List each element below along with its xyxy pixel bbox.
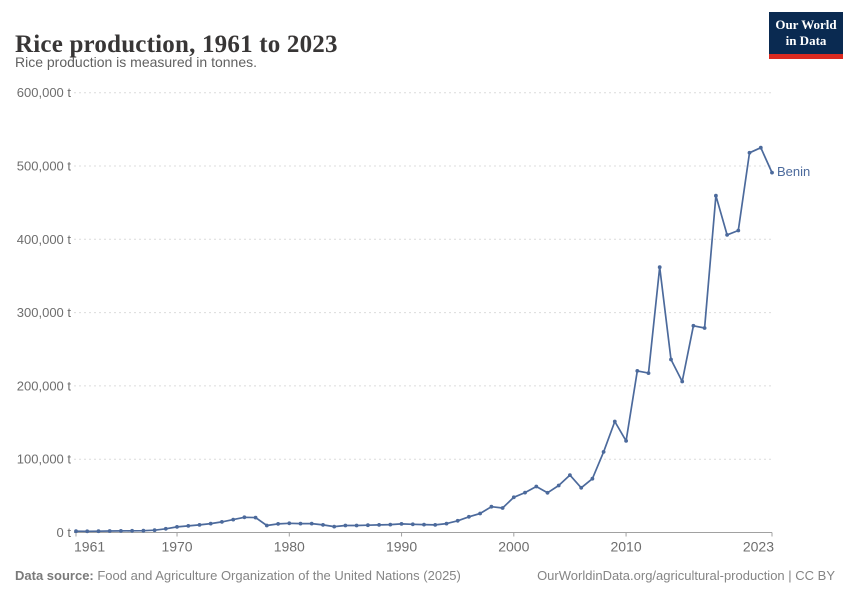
data-point[interactable] <box>612 419 617 424</box>
data-point[interactable] <box>489 504 494 509</box>
data-point[interactable] <box>433 523 438 527</box>
data-point[interactable] <box>366 523 370 528</box>
data-point[interactable] <box>96 529 101 534</box>
data-point[interactable] <box>141 528 146 533</box>
data-point[interactable] <box>85 529 90 534</box>
data-point[interactable] <box>579 485 584 490</box>
data-point[interactable] <box>388 522 393 527</box>
data-point[interactable] <box>601 450 606 454</box>
data-point[interactable] <box>714 193 718 198</box>
data-point[interactable] <box>321 523 325 527</box>
owid-logo-accent-bar <box>769 53 843 59</box>
data-point[interactable] <box>309 521 314 526</box>
data-point[interactable] <box>624 439 628 443</box>
data-point[interactable] <box>399 522 404 526</box>
y-axis-tick-label: 300,000 t <box>17 305 72 320</box>
x-axis-tick-label: 1990 <box>386 539 417 555</box>
data-point[interactable] <box>276 522 280 526</box>
chart-subtitle: Rice production is measured in tonnes. <box>15 54 258 70</box>
data-point[interactable] <box>208 521 213 526</box>
data-point[interactable] <box>354 523 359 528</box>
data-source-label: Data source: <box>15 568 94 583</box>
data-point[interactable] <box>152 528 157 533</box>
y-axis-tick-label: 100,000 t <box>17 452 72 467</box>
data-point[interactable] <box>444 521 449 526</box>
data-point[interactable] <box>657 265 662 270</box>
data-point[interactable] <box>197 523 202 527</box>
data-point[interactable] <box>74 529 78 534</box>
data-point[interactable] <box>343 523 348 528</box>
x-axis-tick-label: 1970 <box>161 539 192 555</box>
data-point[interactable] <box>545 490 550 495</box>
entity-label-benin[interactable]: Benin <box>777 164 811 179</box>
data-point[interactable] <box>163 526 168 531</box>
data-point[interactable] <box>422 522 426 527</box>
owid-logo-text: Our World in Data <box>769 12 843 54</box>
data-point[interactable] <box>253 515 258 520</box>
data-point[interactable] <box>534 484 539 489</box>
data-point[interactable] <box>500 506 505 510</box>
x-axis-tick-label: 2000 <box>498 539 529 555</box>
data-point[interactable] <box>175 525 179 529</box>
data-point[interactable] <box>332 524 337 529</box>
data-point[interactable] <box>556 483 561 488</box>
y-axis-tick-label: 0 t <box>57 525 72 540</box>
data-source-text: Data source: Food and Agriculture Organi… <box>15 568 461 583</box>
data-point[interactable] <box>511 495 516 500</box>
data-point[interactable] <box>770 170 774 175</box>
x-axis-tick-label: 1980 <box>274 539 305 555</box>
data-point[interactable] <box>646 371 651 375</box>
data-point[interactable] <box>377 523 381 527</box>
x-axis-tick-label: 2023 <box>743 539 774 555</box>
data-point[interactable] <box>467 514 471 519</box>
data-point[interactable] <box>264 523 269 528</box>
data-point[interactable] <box>736 228 741 233</box>
y-axis-tick-label: 500,000 t <box>17 159 72 174</box>
data-point[interactable] <box>702 326 707 330</box>
attribution-text[interactable]: OurWorldinData.org/agricultural-producti… <box>537 568 835 583</box>
data-point[interactable] <box>410 522 415 527</box>
data-point[interactable] <box>669 357 673 362</box>
chart-title: Rice production, 1961 to 2023 <box>15 30 338 58</box>
data-point[interactable] <box>725 233 729 237</box>
data-point[interactable] <box>186 524 191 528</box>
data-point[interactable] <box>107 529 112 533</box>
owid-logo: Our World in Data <box>769 12 843 59</box>
data-point[interactable] <box>231 517 236 522</box>
data-point[interactable] <box>568 473 572 477</box>
data-point[interactable] <box>691 323 696 328</box>
data-point[interactable] <box>590 476 595 481</box>
data-point[interactable] <box>747 150 752 155</box>
x-axis-tick-label: 1961 <box>74 539 105 555</box>
data-point[interactable] <box>242 515 247 520</box>
data-point[interactable] <box>635 369 640 373</box>
data-point[interactable] <box>478 511 482 516</box>
y-axis-tick-label: 600,000 t <box>17 85 72 100</box>
x-axis-tick-label: 2010 <box>610 539 641 555</box>
y-axis-tick-label: 200,000 t <box>17 378 72 393</box>
data-point[interactable] <box>523 490 527 495</box>
data-point[interactable] <box>220 520 224 524</box>
data-point[interactable] <box>455 518 460 523</box>
y-axis-tick-label: 400,000 t <box>17 232 72 247</box>
data-point[interactable] <box>758 145 763 150</box>
data-point[interactable] <box>130 528 135 533</box>
data-point[interactable] <box>298 521 303 526</box>
series-benin[interactable] <box>74 145 774 534</box>
data-point[interactable] <box>287 521 292 526</box>
data-line[interactable] <box>75 146 773 533</box>
data-point[interactable] <box>680 379 685 384</box>
data-point[interactable] <box>119 529 123 533</box>
